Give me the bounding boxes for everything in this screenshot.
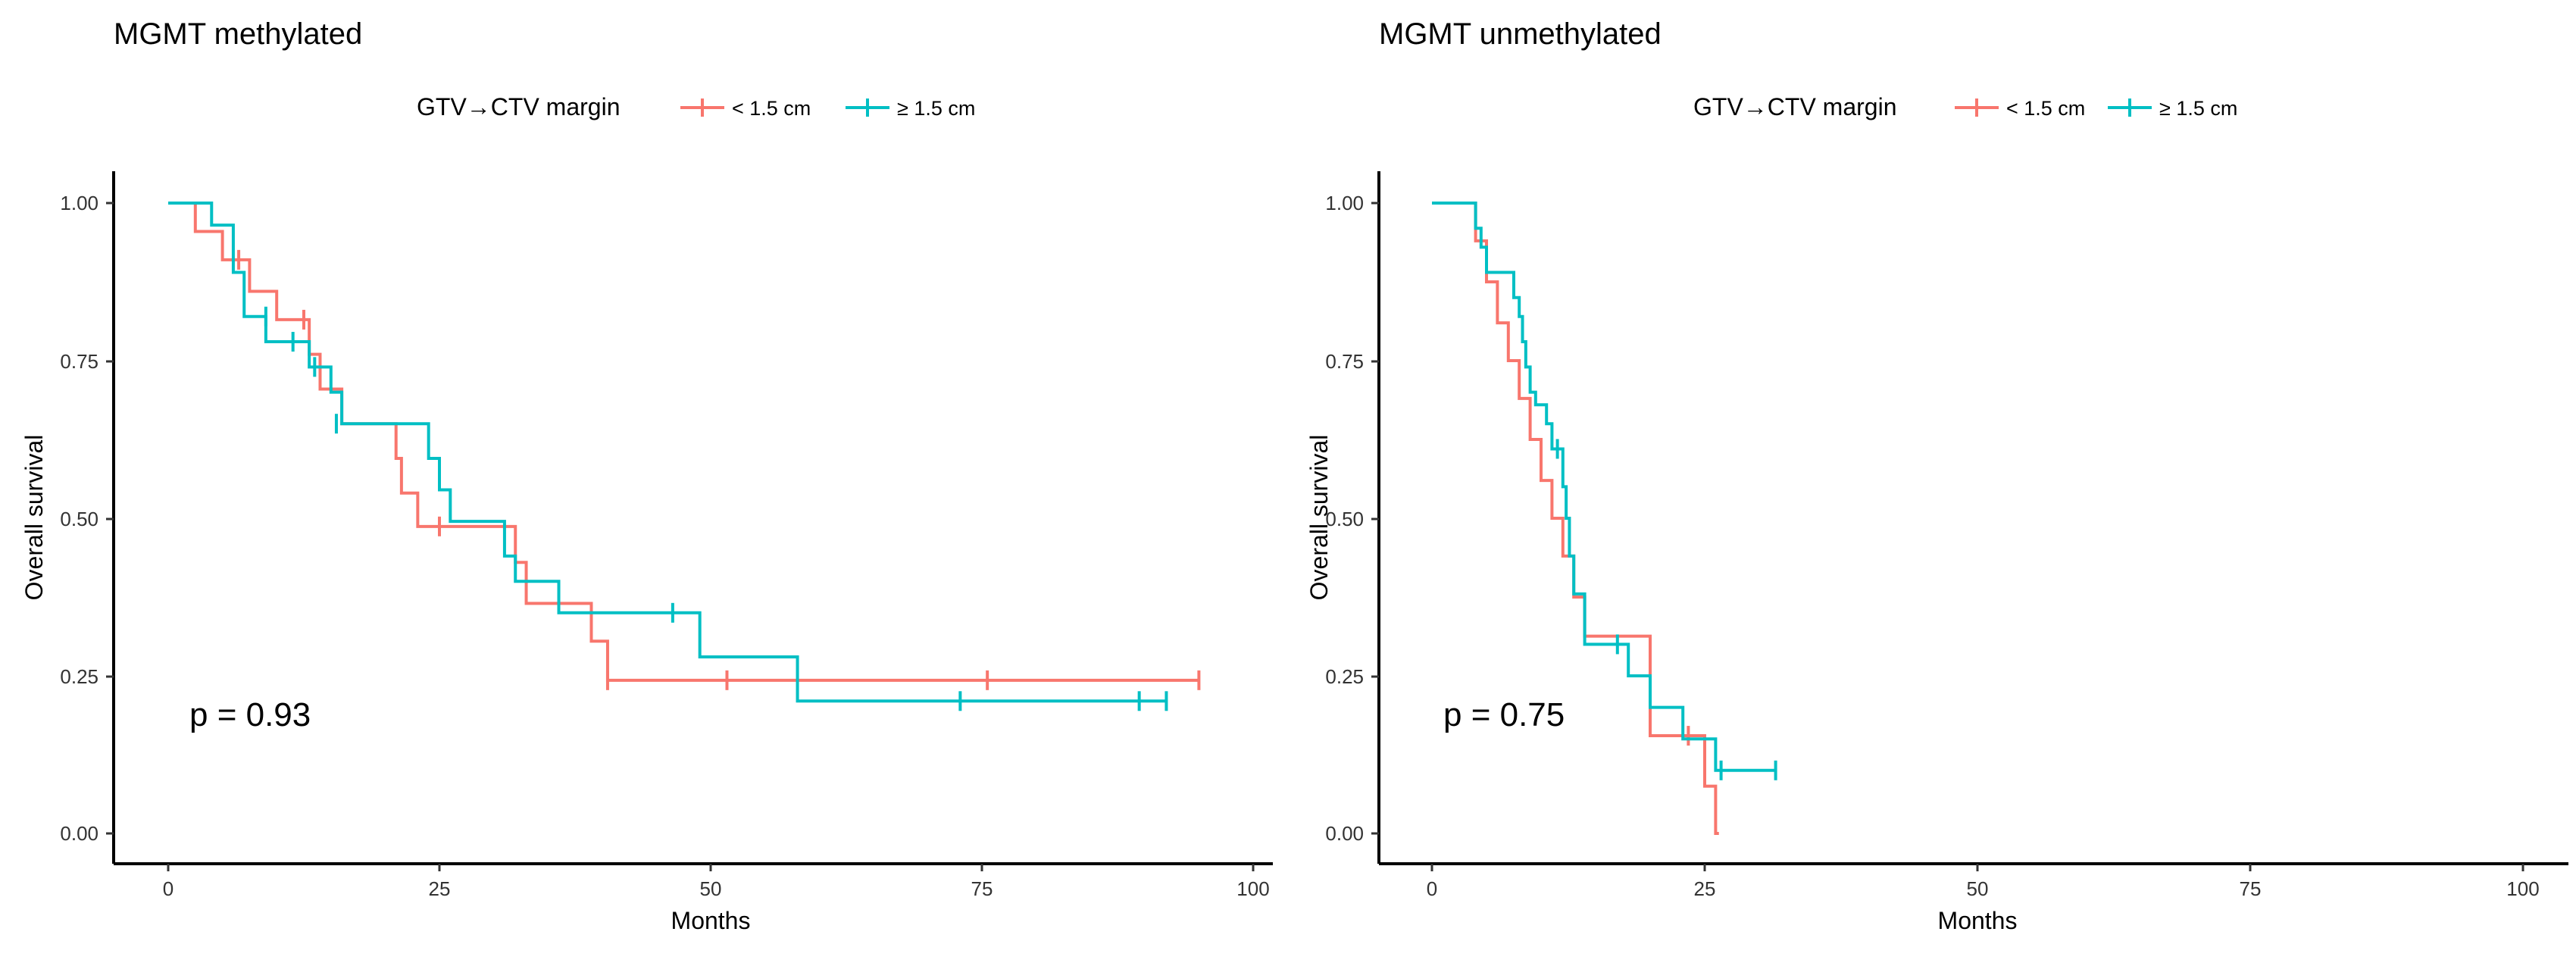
legend-label-ge15: ≥ 1.5 cm bbox=[2159, 97, 2237, 120]
x-tick-label: 0 bbox=[163, 877, 174, 900]
y-tick-label: 0.50 bbox=[60, 508, 98, 530]
legend-label-lt15: < 1.5 cm bbox=[2006, 97, 2085, 120]
survival-curve-ge15 bbox=[168, 202, 1167, 703]
y-tick-label: 0.75 bbox=[1325, 350, 1364, 373]
series-layer bbox=[168, 202, 1201, 711]
chart-title: MGMT unmethylated bbox=[1379, 17, 1662, 51]
y-tick-label: 0.00 bbox=[1325, 822, 1364, 845]
x-tick-label: 25 bbox=[1694, 877, 1716, 900]
legend-title: GTV→CTV margin bbox=[417, 93, 620, 120]
x-tick-label: 25 bbox=[429, 877, 451, 900]
x-tick-label: 75 bbox=[971, 877, 993, 900]
y-tick-label: 0.25 bbox=[60, 665, 98, 688]
legend-label-lt15: < 1.5 cm bbox=[732, 97, 811, 120]
x-ticks: 0 25 50 75 100 bbox=[1427, 864, 2540, 900]
legend-key-lt15 bbox=[680, 98, 724, 117]
survival-curve-ge15 bbox=[1432, 202, 1776, 772]
y-axis-title: Overall survival bbox=[1305, 435, 1333, 601]
panel-mgmt-unmethylated: MGMT unmethylated GTV→CTV margin < 1.5 c… bbox=[1288, 0, 2576, 959]
y-tick-label: 0.00 bbox=[60, 822, 98, 845]
y-tick-label: 0.50 bbox=[1325, 508, 1364, 530]
x-tick-label: 50 bbox=[700, 877, 722, 900]
y-tick-label: 0.75 bbox=[60, 350, 98, 373]
legend: GTV→CTV margin < 1.5 cm ≥ 1.5 cm bbox=[417, 93, 975, 120]
y-tick-label: 0.25 bbox=[1325, 665, 1364, 688]
legend-label-ge15: ≥ 1.5 cm bbox=[897, 97, 975, 120]
legend-key-ge15 bbox=[846, 98, 889, 117]
legend-title: GTV→CTV margin bbox=[1693, 93, 1896, 120]
survival-curve-lt15 bbox=[1432, 202, 1719, 835]
chart-title: MGMT methylated bbox=[114, 17, 362, 51]
y-tick-label: 1.00 bbox=[1325, 192, 1364, 214]
plot-area: 0.00 0.25 0.50 0.75 1.00 0 25 50 75 1 bbox=[1325, 171, 2568, 900]
x-tick-label: 75 bbox=[2240, 877, 2262, 900]
x-tick-label: 100 bbox=[2506, 877, 2539, 900]
survival-curve-lt15 bbox=[168, 202, 1199, 682]
y-ticks: 0.00 0.25 0.50 0.75 1.00 bbox=[1325, 192, 1379, 845]
x-tick-label: 0 bbox=[1427, 877, 1437, 900]
plot-area: 0.00 0.25 0.50 0.75 1.00 0 25 50 75 1 bbox=[60, 171, 1273, 900]
km-plot-methylated: MGMT methylated GTV→CTV margin < 1.5 cm … bbox=[20, 17, 1273, 934]
x-tick-label: 50 bbox=[1967, 877, 1989, 900]
km-plot-unmethylated: MGMT unmethylated GTV→CTV margin < 1.5 c… bbox=[1305, 17, 2568, 934]
y-ticks: 0.00 0.25 0.50 0.75 1.00 bbox=[60, 192, 114, 845]
x-ticks: 0 25 50 75 100 bbox=[163, 864, 1270, 900]
legend-key-ge15 bbox=[2108, 98, 2152, 117]
x-tick-label: 100 bbox=[1236, 877, 1269, 900]
p-value-annotation: p = 0.75 bbox=[1443, 696, 1565, 733]
panel-mgmt-methylated: MGMT methylated GTV→CTV margin < 1.5 cm … bbox=[0, 0, 1288, 959]
legend: GTV→CTV margin < 1.5 cm ≥ 1.5 cm bbox=[1693, 93, 2237, 120]
x-axis-title: Months bbox=[671, 907, 751, 934]
y-tick-label: 1.00 bbox=[60, 192, 98, 214]
series-layer bbox=[1432, 202, 1777, 835]
p-value-annotation: p = 0.93 bbox=[189, 696, 311, 733]
legend-key-lt15 bbox=[1955, 98, 1999, 117]
y-axis-title: Overall survival bbox=[20, 435, 48, 601]
x-axis-title: Months bbox=[1938, 907, 2018, 934]
